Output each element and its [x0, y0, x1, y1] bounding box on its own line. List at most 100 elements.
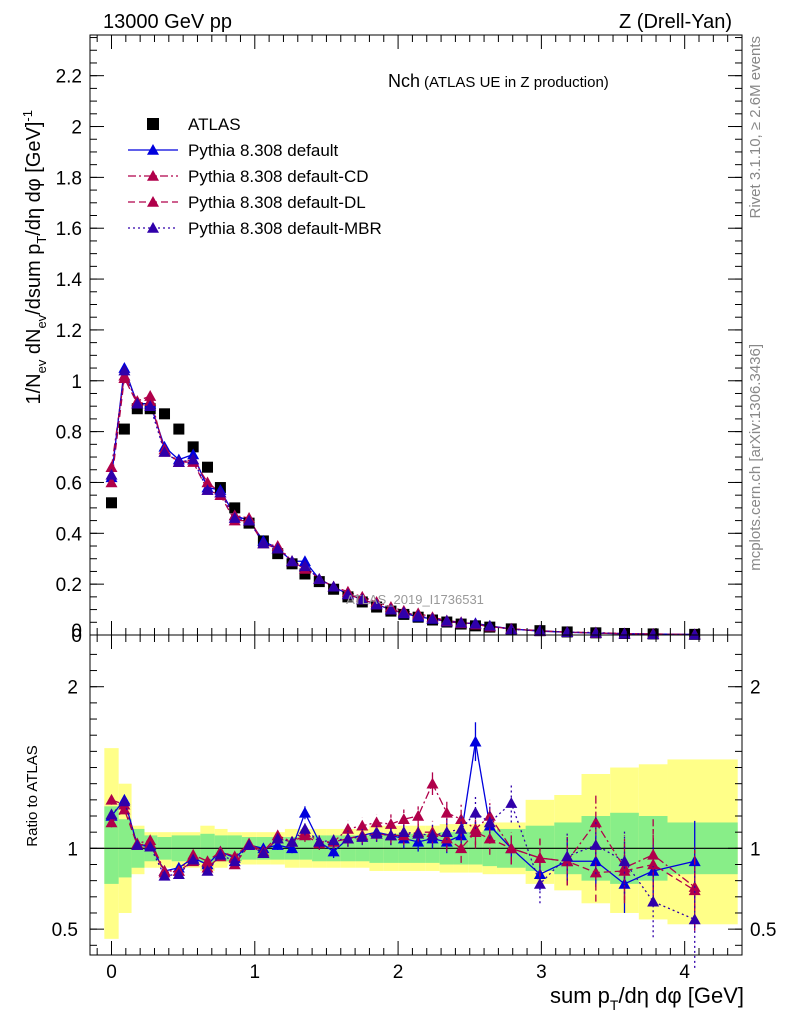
ratio-data-point: [187, 853, 200, 865]
ratio-data-point: [286, 835, 299, 847]
y-tick-label: 0.2: [56, 575, 82, 596]
ratio-data-point: [618, 855, 631, 867]
atlas-data-point: [299, 568, 311, 580]
mc-data-point: [313, 573, 326, 584]
ratio-data-point: [356, 831, 369, 842]
mc-data-point: [257, 537, 270, 549]
mc-data-point: [201, 484, 214, 495]
ratio-y-tick-label: 1: [67, 839, 78, 860]
atlas-data-point: [159, 408, 171, 420]
analysis-watermark: ATLAS_2019_I1736531: [346, 592, 484, 607]
x-tick-label: 1: [250, 962, 261, 983]
ratio-data-point: [533, 877, 546, 889]
mc-data-point: [397, 606, 410, 618]
ratio-data-point: [589, 839, 602, 850]
ratio-data-point: [370, 827, 383, 839]
ratio-data-point: [533, 852, 546, 863]
atlas-data-point: [202, 461, 214, 473]
mc-data-point: [469, 617, 482, 629]
ratio-data-point: [647, 858, 660, 870]
ratio-data-point: [118, 803, 131, 815]
ratio-data-point: [455, 842, 468, 854]
legend-marker-triangle: [147, 170, 159, 181]
mc-data-point: [298, 560, 311, 572]
ratio-data-point: [589, 855, 602, 867]
y-tick-label: 0.4: [56, 524, 83, 545]
mc-data-point: [131, 397, 144, 409]
mc-data-point: [286, 555, 299, 567]
ratio-data-point: [426, 829, 439, 841]
ratio-data-point: [688, 913, 701, 925]
legend-label: Pythia 8.308 default-DL: [188, 193, 366, 212]
y-tick-label: 1.6: [56, 219, 82, 240]
y-tick-label: 0.8: [56, 423, 82, 444]
ratio-data-point: [271, 839, 284, 850]
ratio-y-tick-label: 2: [67, 678, 78, 699]
ratio-y-tick-label: 0.5: [52, 920, 78, 941]
y-tick-label: 2: [71, 118, 82, 139]
ratio-data-point: [412, 827, 425, 839]
mc-data-point: [426, 612, 439, 624]
ratio-data-point: [483, 816, 496, 828]
ratio-data-point: [440, 806, 453, 818]
y-tick-label: 1.4: [56, 270, 83, 291]
ratio-data-point: [618, 864, 631, 876]
atlas-data-point: [173, 423, 185, 435]
ratio-data-point: [370, 816, 383, 828]
ratio-data-point: [243, 839, 256, 850]
mc-data-point: [144, 400, 157, 411]
y-tick-label: 1.2: [56, 321, 82, 342]
ratio-data-point: [118, 795, 131, 807]
y-tick-label: 0: [71, 626, 82, 647]
atlas-data-point: [229, 502, 241, 514]
ratio-data-point: [105, 793, 118, 805]
header-right: Z (Drell-Yan): [619, 11, 732, 33]
ratio-data-point: [214, 848, 227, 860]
x-axis-label: sum pT/dη dφ [GeV]: [550, 983, 744, 1013]
mc-data-point: [243, 514, 256, 526]
legend-marker-square: [147, 118, 159, 130]
mc-data-point: [118, 364, 131, 376]
ratio-data-point: [131, 839, 144, 850]
plot-subtitle: (ATLAS UE in Z production): [424, 74, 609, 91]
ratio-data-point: [440, 832, 453, 844]
ratio-data-point: [384, 818, 397, 829]
mc-data-point: [105, 468, 118, 480]
mc-data-point: [228, 512, 241, 523]
mc-data-point: [440, 614, 453, 626]
ratio-data-point: [286, 842, 299, 854]
ratio-data-point: [505, 797, 518, 808]
mc-data-point: [412, 609, 425, 621]
ratio-data-point: [201, 855, 214, 867]
ratio-data-point: [589, 866, 602, 878]
mc-data-point: [483, 619, 496, 631]
mc-data-point: [172, 456, 185, 467]
ratio-data-point: [469, 806, 482, 818]
legend-label: Pythia 8.308 default-MBR: [188, 219, 382, 238]
ratio-data-point: [105, 808, 118, 820]
main-ylabel: 1/Nev dNev/dsum pT/dη dφ [GeV]-1: [20, 110, 49, 405]
ratio-data-point: [356, 819, 369, 831]
mc-data-point: [105, 476, 118, 488]
atlas-data-point: [187, 441, 199, 453]
ratio-data-point: [257, 847, 270, 858]
rivet-label: Rivet 3.1.10, ≥ 2.6M events: [747, 36, 764, 219]
ratio-data-point: [483, 810, 496, 821]
legend-label: ATLAS: [188, 115, 241, 134]
atlas-data-point: [272, 548, 284, 560]
ratio-data-point: [105, 816, 118, 828]
mc-data-point: [455, 616, 468, 628]
ratio-data-point: [158, 869, 171, 881]
mc-data-point: [356, 593, 369, 605]
ratio-data-point: [327, 834, 340, 846]
ratio-data-point: [647, 895, 660, 907]
legend-label: Pythia 8.308 default-CD: [188, 167, 369, 186]
ratio-data-point: [397, 826, 410, 837]
ratio-data-point: [144, 840, 157, 852]
ratio-data-point: [505, 842, 518, 854]
ratio-data-point: [271, 832, 284, 844]
ratio-y-tick-label-right: 0.5: [750, 920, 776, 941]
ratio-data-point: [469, 826, 482, 837]
ratio-ylabel: Ratio to ATLAS: [24, 745, 41, 846]
